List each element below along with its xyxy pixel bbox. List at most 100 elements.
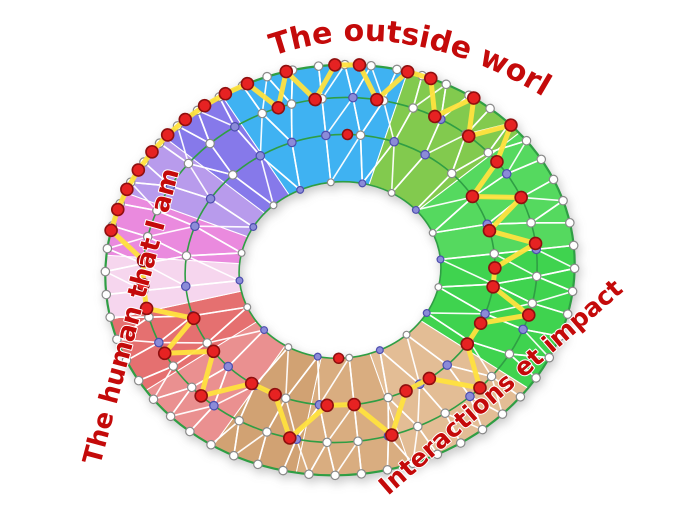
node-r0-21[interactable]: [515, 391, 526, 402]
profile-node-16[interactable]: [488, 261, 502, 275]
node-r0-29[interactable]: [330, 470, 340, 481]
node-r2-18[interactable]: [223, 361, 234, 372]
node-r0-2[interactable]: [366, 60, 376, 71]
profile-node-25[interactable]: [347, 397, 361, 412]
profile-node-4[interactable]: [370, 92, 384, 107]
node-r1-21[interactable]: [322, 437, 332, 448]
node-r3-3[interactable]: [411, 205, 420, 214]
extra-red-node-1[interactable]: [332, 352, 345, 365]
profile-node-13[interactable]: [514, 190, 528, 205]
node-r1-24[interactable]: [234, 415, 244, 426]
node-r0-44[interactable]: [102, 243, 113, 254]
profile-node-12[interactable]: [465, 189, 480, 204]
node-r0-41[interactable]: [105, 312, 115, 323]
node-r3-14[interactable]: [243, 303, 252, 312]
node-r2-23[interactable]: [190, 221, 200, 232]
node-r1-25[interactable]: [209, 400, 219, 411]
node-r3-13[interactable]: [260, 326, 269, 335]
profile-node-37[interactable]: [104, 223, 118, 238]
node-r1-27[interactable]: [168, 361, 179, 371]
node-r2-22[interactable]: [181, 251, 192, 261]
node-r3-19[interactable]: [296, 185, 305, 194]
node-r0-35[interactable]: [185, 426, 195, 437]
node-r1-36[interactable]: [205, 138, 215, 149]
profile-node-24[interactable]: [385, 428, 399, 442]
node-r3-2[interactable]: [387, 188, 396, 197]
node-r3-12[interactable]: [284, 343, 293, 352]
node-r1-11[interactable]: [531, 271, 542, 282]
profile-node-6[interactable]: [424, 71, 438, 86]
node-r0-5[interactable]: [441, 79, 452, 90]
node-r3-6[interactable]: [434, 283, 443, 292]
profile-node-23[interactable]: [399, 384, 413, 398]
node-r0-11[interactable]: [548, 174, 559, 185]
node-r1-3[interactable]: [408, 103, 418, 113]
profile-node-41[interactable]: [145, 145, 159, 159]
profile-node-11[interactable]: [490, 154, 504, 169]
node-r3-4[interactable]: [428, 228, 437, 237]
node-r2-0[interactable]: [321, 130, 331, 141]
profile-node-40[interactable]: [131, 163, 146, 177]
node-r0-7[interactable]: [485, 103, 495, 114]
node-r2-26[interactable]: [255, 151, 266, 161]
profile-node-5[interactable]: [400, 64, 415, 79]
node-r3-7[interactable]: [422, 308, 431, 317]
node-r1-14[interactable]: [504, 349, 515, 359]
node-r0-31[interactable]: [278, 465, 288, 476]
node-r0-20[interactable]: [531, 373, 541, 383]
node-r1-18[interactable]: [412, 421, 423, 432]
profile-node-36[interactable]: [136, 253, 151, 268]
node-r2-11[interactable]: [442, 360, 453, 370]
profile-node-32[interactable]: [157, 346, 172, 361]
profile-node-18[interactable]: [521, 308, 536, 322]
node-r1-37[interactable]: [230, 121, 240, 132]
node-r0-42[interactable]: [101, 289, 112, 300]
node-r0-32[interactable]: [253, 459, 263, 470]
profile-node-14[interactable]: [482, 223, 497, 238]
node-r0-3[interactable]: [392, 64, 402, 75]
node-r0-16[interactable]: [567, 286, 578, 297]
node-r1-1[interactable]: [348, 92, 358, 103]
node-r2-4[interactable]: [446, 168, 457, 179]
node-r1-32[interactable]: [142, 231, 153, 242]
node-r2-1[interactable]: [355, 130, 366, 141]
node-r0-25[interactable]: [432, 449, 443, 460]
node-r0-22[interactable]: [497, 409, 508, 419]
node-r0-10[interactable]: [536, 154, 547, 165]
node-r3-1[interactable]: [358, 179, 367, 188]
node-r0-18[interactable]: [555, 331, 565, 342]
node-r1-34[interactable]: [165, 181, 176, 191]
node-r2-13[interactable]: [383, 392, 393, 403]
profile-node-45[interactable]: [218, 86, 233, 101]
profile-node-29[interactable]: [244, 376, 259, 391]
node-r3-18[interactable]: [269, 201, 278, 210]
node-r1-6[interactable]: [483, 147, 494, 158]
profile-node-28[interactable]: [268, 387, 282, 402]
node-r3-16[interactable]: [237, 248, 246, 257]
node-r1-9[interactable]: [526, 218, 536, 228]
node-r1-20[interactable]: [353, 436, 363, 447]
node-r1-12[interactable]: [527, 298, 538, 309]
node-r2-27[interactable]: [287, 137, 297, 148]
node-r0-30[interactable]: [304, 469, 314, 480]
profile-node-7[interactable]: [428, 109, 442, 124]
profile-node-17[interactable]: [486, 280, 500, 294]
profile-node-8[interactable]: [467, 91, 481, 105]
node-r1-39[interactable]: [286, 99, 297, 109]
node-r0-54[interactable]: [262, 71, 272, 82]
node-r2-24[interactable]: [205, 193, 216, 204]
node-r0-33[interactable]: [228, 450, 239, 461]
node-r0-13[interactable]: [565, 217, 575, 228]
node-r0-14[interactable]: [568, 240, 579, 251]
node-r0-0[interactable]: [313, 61, 324, 71]
node-r0-43[interactable]: [100, 266, 111, 277]
node-r2-21[interactable]: [180, 281, 191, 292]
profile-node-19[interactable]: [473, 316, 488, 331]
extra-red-node-0[interactable]: [341, 128, 354, 141]
node-r0-27[interactable]: [382, 465, 393, 475]
node-r1-16[interactable]: [465, 391, 475, 402]
node-r0-12[interactable]: [558, 195, 568, 206]
node-r1-17[interactable]: [440, 408, 450, 419]
node-r2-9[interactable]: [480, 308, 490, 319]
profile-node-43[interactable]: [178, 112, 193, 127]
